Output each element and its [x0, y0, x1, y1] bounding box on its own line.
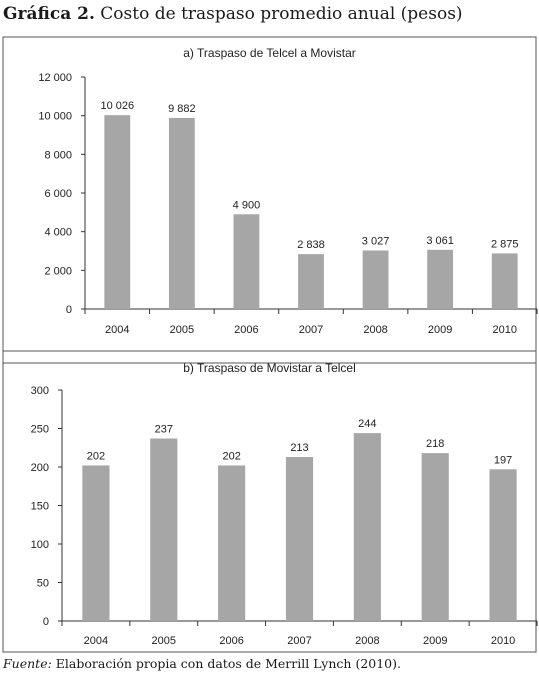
- chart-a-bar: [491, 253, 518, 309]
- chart-a-data-label: 9 882: [168, 103, 196, 115]
- chart-a-data-label: 4 900: [233, 199, 261, 211]
- chart-b-y-tick-label: 0: [43, 616, 49, 628]
- chart-b-y-tick-label: 200: [31, 462, 49, 474]
- chart-a-y-tick-label: 2 000: [44, 265, 72, 277]
- chart-a-x-tick-label: 2005: [170, 324, 194, 336]
- chart-b-y-tick-label: 150: [31, 501, 49, 513]
- figure-title-text: Costo de traspaso promedio anual (pesos): [94, 4, 463, 24]
- chart-a-title: a) Traspaso de Telcel a Movistar: [183, 46, 356, 60]
- chart-a-x-tick-label: 2006: [234, 324, 258, 336]
- figure-title-number: Gráfica 2.: [3, 4, 95, 24]
- chart-a-bar: [298, 254, 324, 309]
- chart-b-bar: [285, 456, 314, 621]
- chart-a-data-label: 3 027: [362, 235, 390, 247]
- chart-b-x-tick-label: 2005: [152, 635, 176, 647]
- chart-b-bar: [353, 433, 381, 621]
- chart-a-x-tick-label: 2004: [105, 324, 129, 336]
- chart-b-x-tick-label: 2010: [491, 635, 515, 647]
- figure-title: Gráfica 2. Costo de traspaso promedio an…: [3, 4, 463, 24]
- chart-b-title: b) Traspaso de Movistar a Telcel: [183, 361, 356, 375]
- chart-b-data-label: 237: [155, 424, 173, 436]
- chart-a-data-label: 2 875: [491, 238, 519, 250]
- source-label: Fuente:: [3, 656, 52, 671]
- chart-b-bar: [150, 438, 178, 621]
- source-text: Elaboración propia con datos de Merrill …: [51, 656, 401, 671]
- chart-b-data-label: 202: [87, 450, 105, 462]
- chart-a-y-tick-label: 6 000: [44, 188, 72, 200]
- chart-a-data-label: 10 026: [100, 100, 134, 112]
- chart-a-x-tick-label: 2010: [492, 324, 516, 336]
- chart-a-x-tick-label: 2009: [428, 324, 452, 336]
- chart-b-x-tick-label: 2008: [355, 635, 379, 647]
- chart-a-x-tick-label: 2007: [299, 324, 323, 336]
- chart-a-y-tick-label: 0: [66, 304, 72, 316]
- chart-a-y-tick-label: 10 000: [38, 111, 72, 123]
- chart-b-bar: [489, 469, 517, 621]
- chart-a-y-tick-label: 4 000: [44, 227, 72, 239]
- chart-a-y-tick-label: 8 000: [44, 149, 72, 161]
- chart-b-bar: [421, 453, 449, 621]
- chart-b-x-tick-label: 2007: [287, 635, 311, 647]
- chart-a-bar: [168, 117, 195, 309]
- chart-a-data-label: 2 838: [297, 239, 325, 251]
- chart-b-data-label: 197: [494, 454, 512, 466]
- chart-b-data-label: 218: [426, 438, 444, 450]
- chart-a-bar: [233, 214, 260, 309]
- chart-b-x-tick-label: 2009: [423, 635, 447, 647]
- chart-b-data-label: 213: [290, 442, 308, 454]
- chart-b-y-tick-label: 100: [31, 539, 49, 551]
- chart-b-x-tick-label: 2006: [219, 635, 243, 647]
- chart-a-bar: [104, 115, 131, 309]
- chart-b-y-tick-label: 50: [37, 578, 49, 590]
- chart-b-data-label: 202: [222, 450, 240, 462]
- chart-a-y-tick-label: 12 000: [38, 72, 72, 84]
- chart-b-bar: [218, 465, 246, 621]
- chart-b-data-label: 244: [358, 418, 376, 430]
- chart-a-bar: [427, 249, 454, 309]
- chart-b-frame: [2, 350, 537, 653]
- chart-b-y-tick-label: 250: [31, 424, 49, 436]
- chart-b-bar: [82, 465, 110, 621]
- chart-a-data-label: 3 061: [426, 235, 454, 247]
- source-note: Fuente: Elaboración propia con datos de …: [3, 656, 401, 671]
- chart-b-y-tick-label: 300: [31, 385, 49, 397]
- chart-a-bar: [362, 250, 389, 309]
- chart-a-frame: [2, 36, 537, 364]
- chart-b-x-tick-label: 2004: [84, 635, 108, 647]
- chart-a-x-tick-label: 2008: [363, 324, 387, 336]
